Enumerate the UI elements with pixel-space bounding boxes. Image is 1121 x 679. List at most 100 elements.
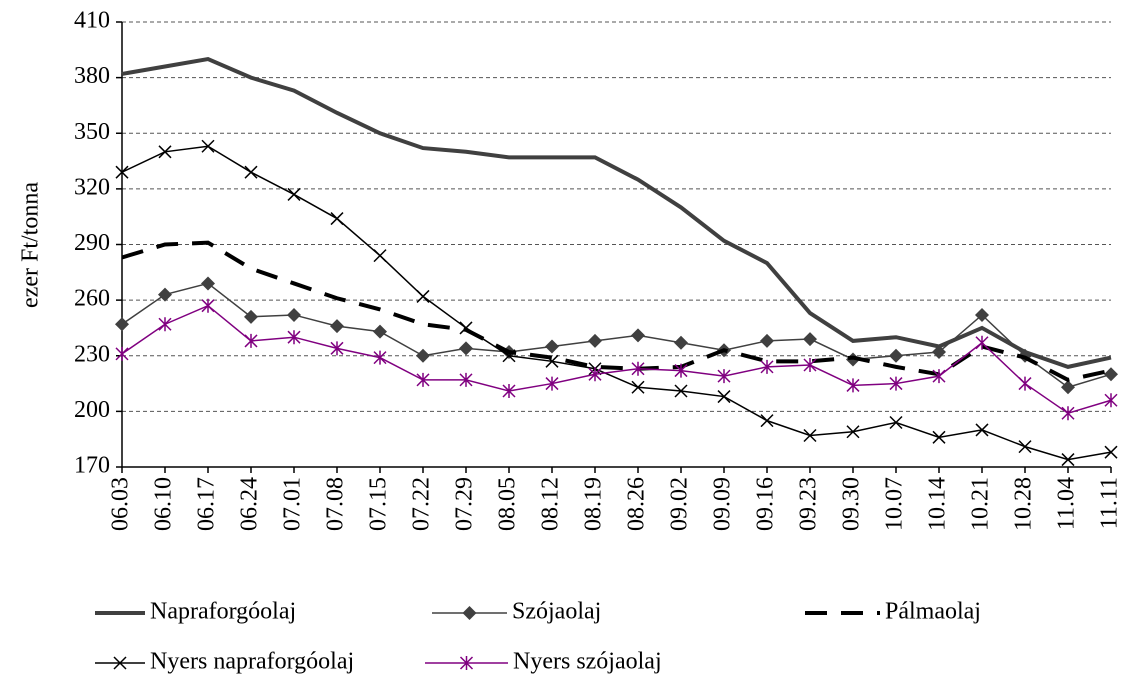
marker: [760, 359, 774, 374]
y-tick-label: 320: [74, 174, 110, 200]
marker: [330, 341, 344, 356]
y-tick-label: 350: [74, 119, 110, 145]
marker: [631, 361, 645, 376]
x-tick-label: 07.15: [366, 477, 392, 531]
marker: [674, 384, 688, 398]
series-line: [121, 240, 1112, 382]
x-tick-label: 08.12: [538, 477, 564, 531]
marker: [717, 369, 731, 384]
marker: [889, 376, 903, 391]
marker: [545, 376, 559, 391]
y-tick-label: 410: [74, 8, 110, 34]
y-tick-label: 200: [74, 397, 110, 423]
marker: [287, 307, 301, 322]
x-tick-label: 08.19: [581, 477, 607, 531]
x-tick-label: 08.26: [624, 477, 650, 531]
marker: [975, 335, 989, 350]
x-tick-label: 11.11: [1097, 477, 1121, 529]
x-tick-label: 06.03: [108, 477, 134, 531]
x-tick-label: 06.24: [237, 477, 263, 531]
marker: [115, 346, 129, 361]
marker: [330, 319, 344, 334]
y-tick-label: 380: [74, 63, 110, 89]
marker: [674, 335, 688, 350]
legend-label: Nyers szójaolaj: [513, 649, 662, 675]
x-tick-label: 07.08: [323, 477, 349, 531]
marker: [803, 428, 817, 443]
y-axis-label: ezer Ft/tonna: [18, 182, 44, 308]
marker: [416, 289, 430, 303]
marker: [158, 145, 172, 159]
legend-label: Napraforgóolaj: [150, 599, 296, 625]
marker: [760, 414, 774, 428]
x-tick-label: 09.09: [710, 477, 736, 531]
series-line: [121, 57, 1112, 369]
marker: [889, 415, 903, 430]
marker: [631, 380, 645, 394]
marker: [158, 287, 172, 302]
marker: [1018, 376, 1032, 391]
marker: [287, 330, 301, 345]
legend-marker: [459, 656, 474, 670]
marker: [1018, 440, 1032, 454]
marker: [717, 390, 731, 404]
marker: [244, 309, 258, 324]
marker: [631, 328, 645, 343]
marker: [975, 423, 989, 437]
marker: [459, 341, 473, 356]
marker: [1061, 380, 1075, 395]
marker: [846, 425, 860, 439]
marker: [545, 339, 559, 354]
marker: [1104, 367, 1118, 382]
marker: [932, 369, 946, 384]
marker: [416, 372, 430, 387]
marker: [244, 333, 258, 348]
marker: [889, 348, 903, 363]
marker: [846, 378, 860, 393]
x-tick-label: 09.16: [753, 477, 779, 531]
marker: [201, 139, 215, 153]
legend-item: Nyers szójaolaj: [425, 649, 662, 675]
legend-marker: [113, 656, 127, 670]
marker: [932, 430, 946, 444]
x-tick-label: 07.29: [452, 477, 478, 531]
marker: [975, 307, 989, 322]
marker: [674, 363, 688, 378]
y-tick-label: 230: [74, 341, 110, 367]
x-tick-label: 10.14: [925, 477, 951, 531]
marker: [588, 333, 602, 348]
legend-item: Szójaolaj: [432, 599, 601, 625]
x-tick-label: 06.17: [194, 477, 220, 531]
marker: [1104, 393, 1118, 408]
x-tick-label: 09.02: [667, 477, 693, 531]
series-line: [121, 304, 1112, 415]
marker: [201, 276, 215, 291]
marker: [502, 349, 516, 363]
marker: [373, 324, 387, 339]
marker: [545, 354, 559, 368]
legend-item: Nyers napraforgóolaj: [95, 649, 354, 675]
marker: [459, 321, 473, 335]
x-tick-label: 09.30: [839, 477, 865, 531]
x-tick-label: 06.10: [151, 477, 177, 531]
marker: [803, 332, 817, 347]
marker: [416, 348, 430, 363]
marker: [502, 383, 516, 398]
marker: [932, 345, 946, 360]
marker: [760, 333, 774, 348]
y-tick-label: 170: [74, 453, 110, 479]
marker: [330, 212, 344, 226]
legend-marker: [462, 606, 477, 620]
marker: [244, 165, 258, 179]
x-tick-label: 10.21: [968, 477, 994, 531]
marker: [1104, 445, 1118, 459]
legend-label: Nyers napraforgóolaj: [150, 649, 354, 675]
x-tick-label: 08.05: [495, 477, 521, 531]
marker: [373, 249, 387, 263]
x-tick-label: 07.22: [409, 477, 435, 531]
legend-label: Szójaolaj: [512, 599, 601, 625]
marker: [115, 165, 129, 179]
x-tick-label: 10.07: [882, 477, 908, 531]
legend-label: Pálmaolaj: [885, 599, 981, 625]
